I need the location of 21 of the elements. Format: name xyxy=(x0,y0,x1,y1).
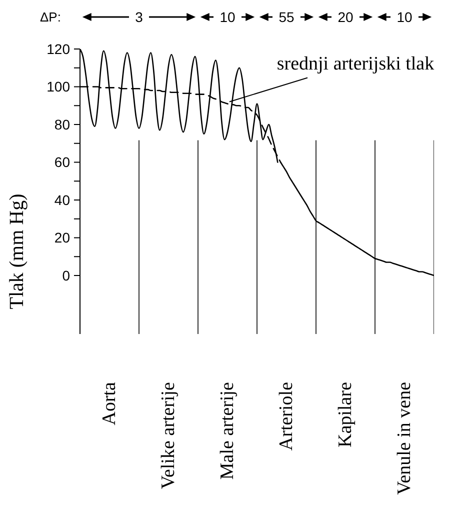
text: 20 xyxy=(338,9,354,25)
text: ΔP: xyxy=(40,10,61,24)
x-tick-label: Kapilare xyxy=(335,382,356,448)
x-tick-label: Male arterije xyxy=(217,382,238,480)
y-tick-label: 60 xyxy=(54,154,70,170)
y-axis-title: Tlak (mm Hg) xyxy=(6,194,28,310)
x-tick-label: Arteriole xyxy=(276,382,297,451)
y-tick-label: 40 xyxy=(54,192,70,208)
x-tick-label: Velike arterije xyxy=(158,382,179,490)
y-tick-label: 100 xyxy=(46,78,70,95)
x-tick-label: Aorta xyxy=(99,381,120,426)
annotation: srednji arterijski tlak xyxy=(276,54,435,75)
y-tick-label: 20 xyxy=(54,230,70,246)
text: 3 xyxy=(135,9,144,25)
y-tick-label: 120 xyxy=(46,41,70,57)
x-tick-label: Venule in vene xyxy=(394,382,415,495)
text: 55 xyxy=(278,9,294,25)
y-tick-label: 80 xyxy=(54,116,70,132)
text: 10 xyxy=(220,9,236,25)
text: 10 xyxy=(396,9,412,25)
y-tick-label: 0 xyxy=(62,267,70,284)
